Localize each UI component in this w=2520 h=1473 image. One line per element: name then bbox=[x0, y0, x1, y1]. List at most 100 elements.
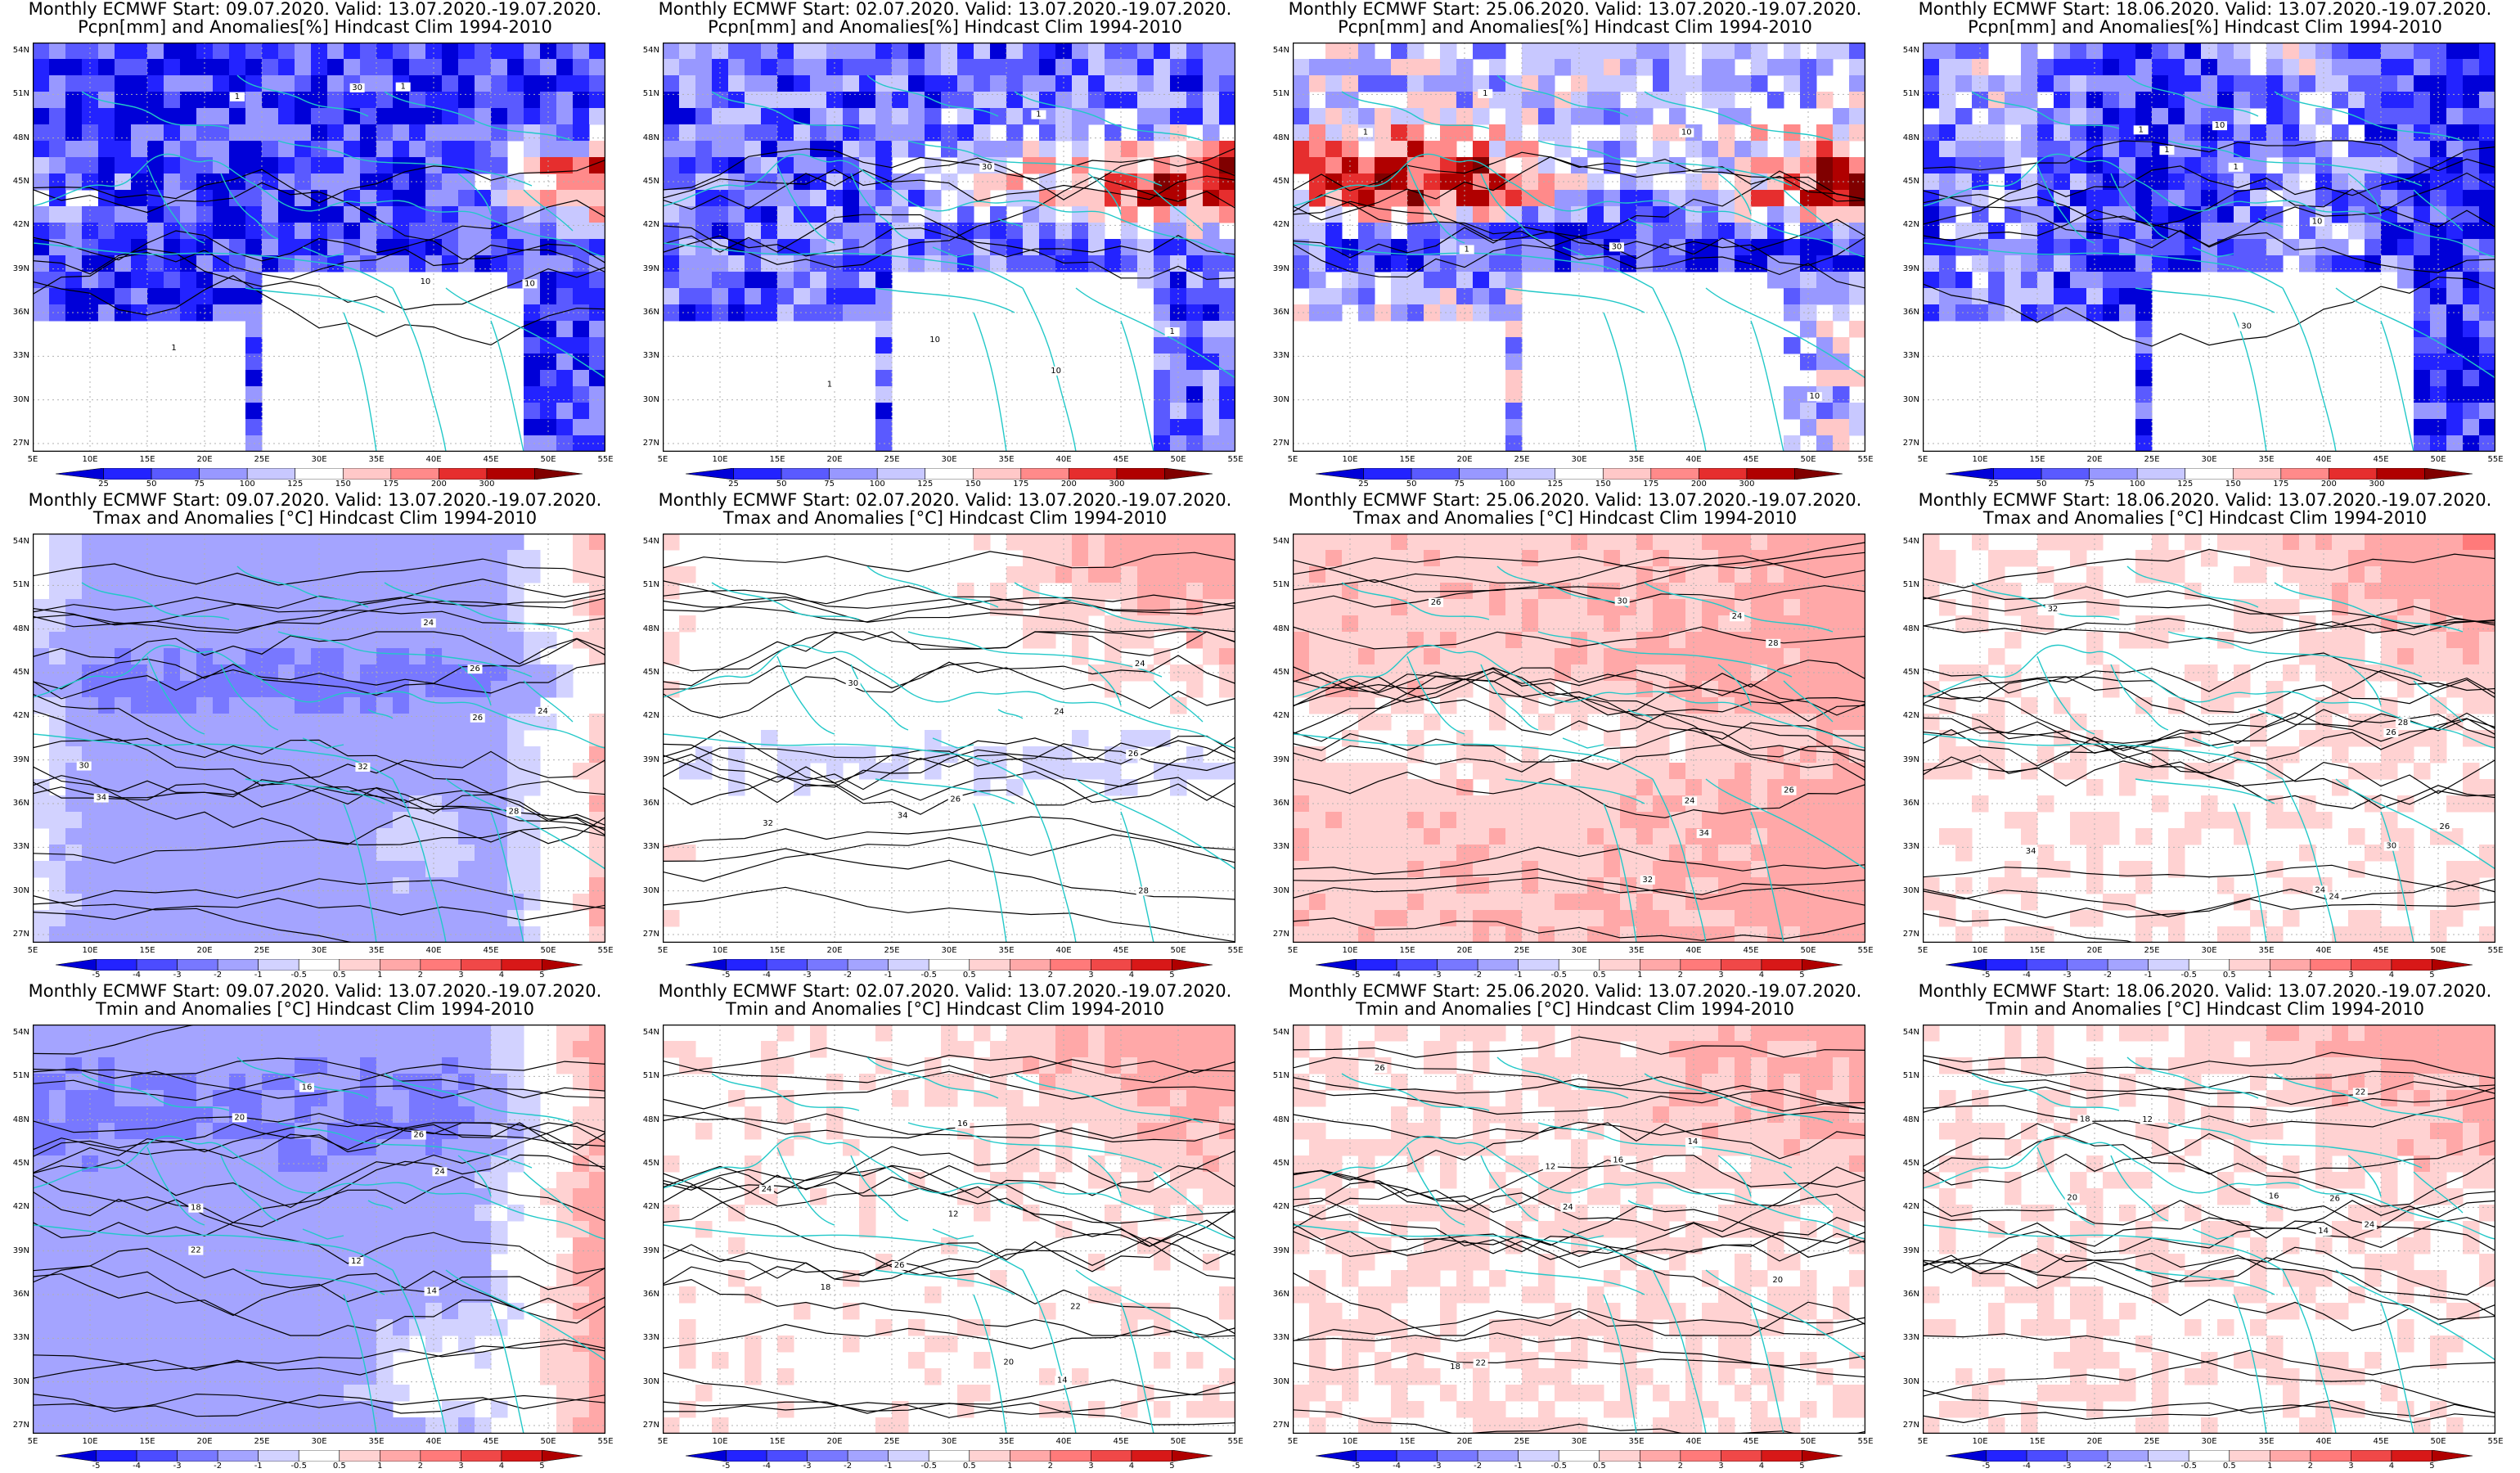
colorbar-tick-label: -1 bbox=[1514, 1462, 1523, 1471]
contour-label: 28 bbox=[2398, 718, 2409, 727]
colorbar-tick-label: 0.5 bbox=[1592, 971, 1606, 980]
colorbar-tick-label: 2 bbox=[417, 1462, 424, 1471]
lon-tick-label: 35E bbox=[2258, 1437, 2275, 1446]
contour-lines bbox=[33, 159, 605, 346]
contour-label: 26 bbox=[1431, 598, 1442, 607]
colorbar-tick-label: -1 bbox=[254, 1462, 263, 1471]
lat-tick-label: 45N bbox=[642, 177, 659, 186]
lon-tick-label: 25E bbox=[1514, 1437, 1530, 1446]
lon-tick-label: 55E bbox=[1857, 1437, 1874, 1446]
lon-tick-label: 50E bbox=[1800, 1437, 1816, 1446]
lon-tick-label: 35E bbox=[2258, 455, 2275, 464]
lat-tick-label: 51N bbox=[12, 580, 29, 590]
contour-lines bbox=[1923, 548, 2495, 943]
colorbar-tick-label: -2 bbox=[1474, 971, 1483, 980]
map-panel-tmax-3: Monthly ECMWF Start: 25.06.2020. Valid: … bbox=[1260, 491, 1890, 982]
lon-tick-label: 10E bbox=[712, 1437, 728, 1446]
panel-title-line1: Monthly ECMWF Start: 18.06.2020. Valid: … bbox=[1918, 981, 2492, 1001]
coastlines-borders bbox=[1293, 565, 1865, 943]
lat-tick-label: 54N bbox=[1272, 537, 1289, 546]
lon-tick-label: 10E bbox=[1972, 1437, 1988, 1446]
lat-tick-label: 48N bbox=[642, 133, 659, 142]
colorbar-tick-label: -4 bbox=[2023, 971, 2032, 980]
contour-label: 12 bbox=[948, 1209, 959, 1218]
lat-tick-label: 54N bbox=[1902, 46, 1919, 55]
colorbar-tick-label: -4 bbox=[1393, 1462, 1402, 1471]
coastlines-borders bbox=[1293, 74, 1865, 452]
lat-lon-grid bbox=[1923, 1025, 2495, 1434]
lon-tick-label: 15E bbox=[769, 455, 785, 464]
map-frame: 10 1 30 1 10 1 bbox=[1923, 43, 2495, 452]
map-frame: 24 26 28 30 32 34 24 26 bbox=[33, 534, 605, 943]
lon-tick-label: 20E bbox=[2086, 1437, 2103, 1446]
lat-tick-label: 48N bbox=[1902, 1115, 1919, 1124]
lat-tick-label: 39N bbox=[1902, 1246, 1919, 1255]
lon-tick-label: 5E bbox=[1917, 946, 1928, 955]
lat-tick-label: 42N bbox=[1272, 220, 1289, 230]
contour-label: 26 bbox=[413, 1131, 424, 1140]
map-frame: 14 16 18 20 22 24 12 26 bbox=[33, 1025, 605, 1434]
contour-label: 10 bbox=[524, 279, 535, 288]
lon-tick-label: 20E bbox=[1456, 946, 1473, 955]
lat-tick-label: 48N bbox=[12, 624, 29, 633]
lon-tick-label: 45E bbox=[2373, 946, 2389, 955]
panel-title-line1: Monthly ECMWF Start: 25.06.2020. Valid: … bbox=[1288, 981, 1862, 1001]
colorbar-tick-label: 25 bbox=[1988, 480, 1999, 489]
lon-tick-label: 10E bbox=[712, 455, 728, 464]
lon-tick-label: 30E bbox=[941, 1437, 957, 1446]
lat-tick-label: 36N bbox=[12, 1290, 29, 1299]
lat-tick-label: 33N bbox=[12, 351, 29, 361]
lon-tick-label: 40E bbox=[1055, 946, 1072, 955]
lat-tick-label: 42N bbox=[642, 711, 659, 721]
lon-tick-label: 35E bbox=[368, 946, 385, 955]
anomaly-field-map: 14 16 18 20 22 24 12 26 bbox=[1923, 1025, 2495, 1434]
colorbar-tick-label: 2 bbox=[417, 971, 424, 980]
lat-tick-label: 36N bbox=[642, 1290, 659, 1299]
colorbar-tick-label: 125 bbox=[287, 480, 304, 489]
map-frame: 10 1 30 1 10 1 bbox=[33, 43, 605, 452]
lon-tick-label: 35E bbox=[1628, 455, 1645, 464]
panel-title-line1: Monthly ECMWF Start: 25.06.2020. Valid: … bbox=[1288, 490, 1862, 510]
contour-label: 10 bbox=[421, 277, 431, 286]
colorbar-tick-label: -2 bbox=[214, 1462, 223, 1471]
contour-label: 10 bbox=[1051, 367, 1061, 376]
contour-label: 12 bbox=[2142, 1115, 2153, 1124]
contour-lines bbox=[1293, 542, 1865, 941]
lat-tick-label: 54N bbox=[1902, 537, 1919, 546]
contour-label: 1 bbox=[2139, 125, 2144, 134]
colorbar-tick-label: -0.5 bbox=[290, 971, 307, 980]
contour-label: 1 bbox=[1483, 89, 1487, 98]
lon-tick-label: 55E bbox=[1857, 946, 1874, 955]
lon-tick-label: 25E bbox=[1514, 946, 1530, 955]
lon-tick-label: 10E bbox=[1342, 946, 1358, 955]
colorbar-tick-label: -3 bbox=[173, 971, 182, 980]
colorbar-tick-label: 50 bbox=[776, 480, 787, 489]
lat-tick-label: 42N bbox=[12, 711, 29, 721]
colorbar-tick-label: -0.5 bbox=[920, 1462, 937, 1471]
lon-tick-label: 50E bbox=[1800, 455, 1816, 464]
contour-label: 16 bbox=[957, 1119, 968, 1128]
colorbar-tick-label: 300 bbox=[1109, 480, 1125, 489]
lon-tick-label: 25E bbox=[254, 946, 270, 955]
lon-tick-label: 40E bbox=[2315, 946, 2332, 955]
lon-tick-label: 40E bbox=[425, 946, 442, 955]
lon-tick-label: 20E bbox=[1456, 1437, 1473, 1446]
lon-tick-label: 35E bbox=[998, 946, 1015, 955]
lat-tick-label: 48N bbox=[642, 624, 659, 633]
lat-tick-label: 42N bbox=[12, 1202, 29, 1212]
contour-label: 26 bbox=[2329, 1195, 2340, 1204]
anomaly-shading bbox=[1293, 1025, 1865, 1434]
contour-label: 24 bbox=[2365, 1221, 2375, 1230]
contour-label: 1 bbox=[827, 380, 832, 389]
lon-tick-label: 40E bbox=[1055, 1437, 1072, 1446]
lon-tick-label: 25E bbox=[254, 1437, 270, 1446]
map-frame: 14 16 18 20 22 24 12 26 bbox=[1293, 1025, 1865, 1434]
contour-label: 10 bbox=[1681, 128, 1692, 137]
lon-tick-label: 5E bbox=[657, 1437, 668, 1446]
colorbar-tick-label: 0.5 bbox=[2222, 1462, 2236, 1471]
lon-tick-label: 55E bbox=[597, 1437, 614, 1446]
lat-tick-label: 48N bbox=[642, 1115, 659, 1124]
colorbar-tick-label: 100 bbox=[869, 480, 885, 489]
colorbar-tick-label: 5 bbox=[539, 1462, 545, 1471]
lat-tick-label: 51N bbox=[1902, 1071, 1919, 1081]
